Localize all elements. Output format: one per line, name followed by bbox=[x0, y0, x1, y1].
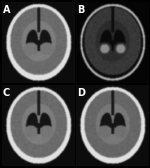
Text: A: A bbox=[3, 5, 10, 15]
Text: C: C bbox=[3, 88, 10, 98]
Text: D: D bbox=[77, 88, 85, 98]
Text: B: B bbox=[77, 5, 84, 15]
